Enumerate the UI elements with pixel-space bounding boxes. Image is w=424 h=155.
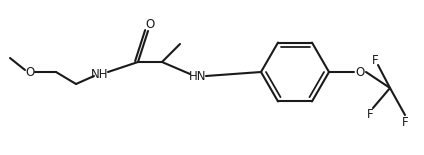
Text: F: F: [367, 108, 373, 122]
Text: O: O: [145, 18, 155, 31]
Text: F: F: [372, 53, 378, 66]
Text: O: O: [355, 66, 365, 78]
Text: NH: NH: [91, 67, 109, 80]
Text: HN: HN: [189, 69, 207, 82]
Text: F: F: [402, 115, 408, 128]
Text: O: O: [25, 66, 35, 78]
